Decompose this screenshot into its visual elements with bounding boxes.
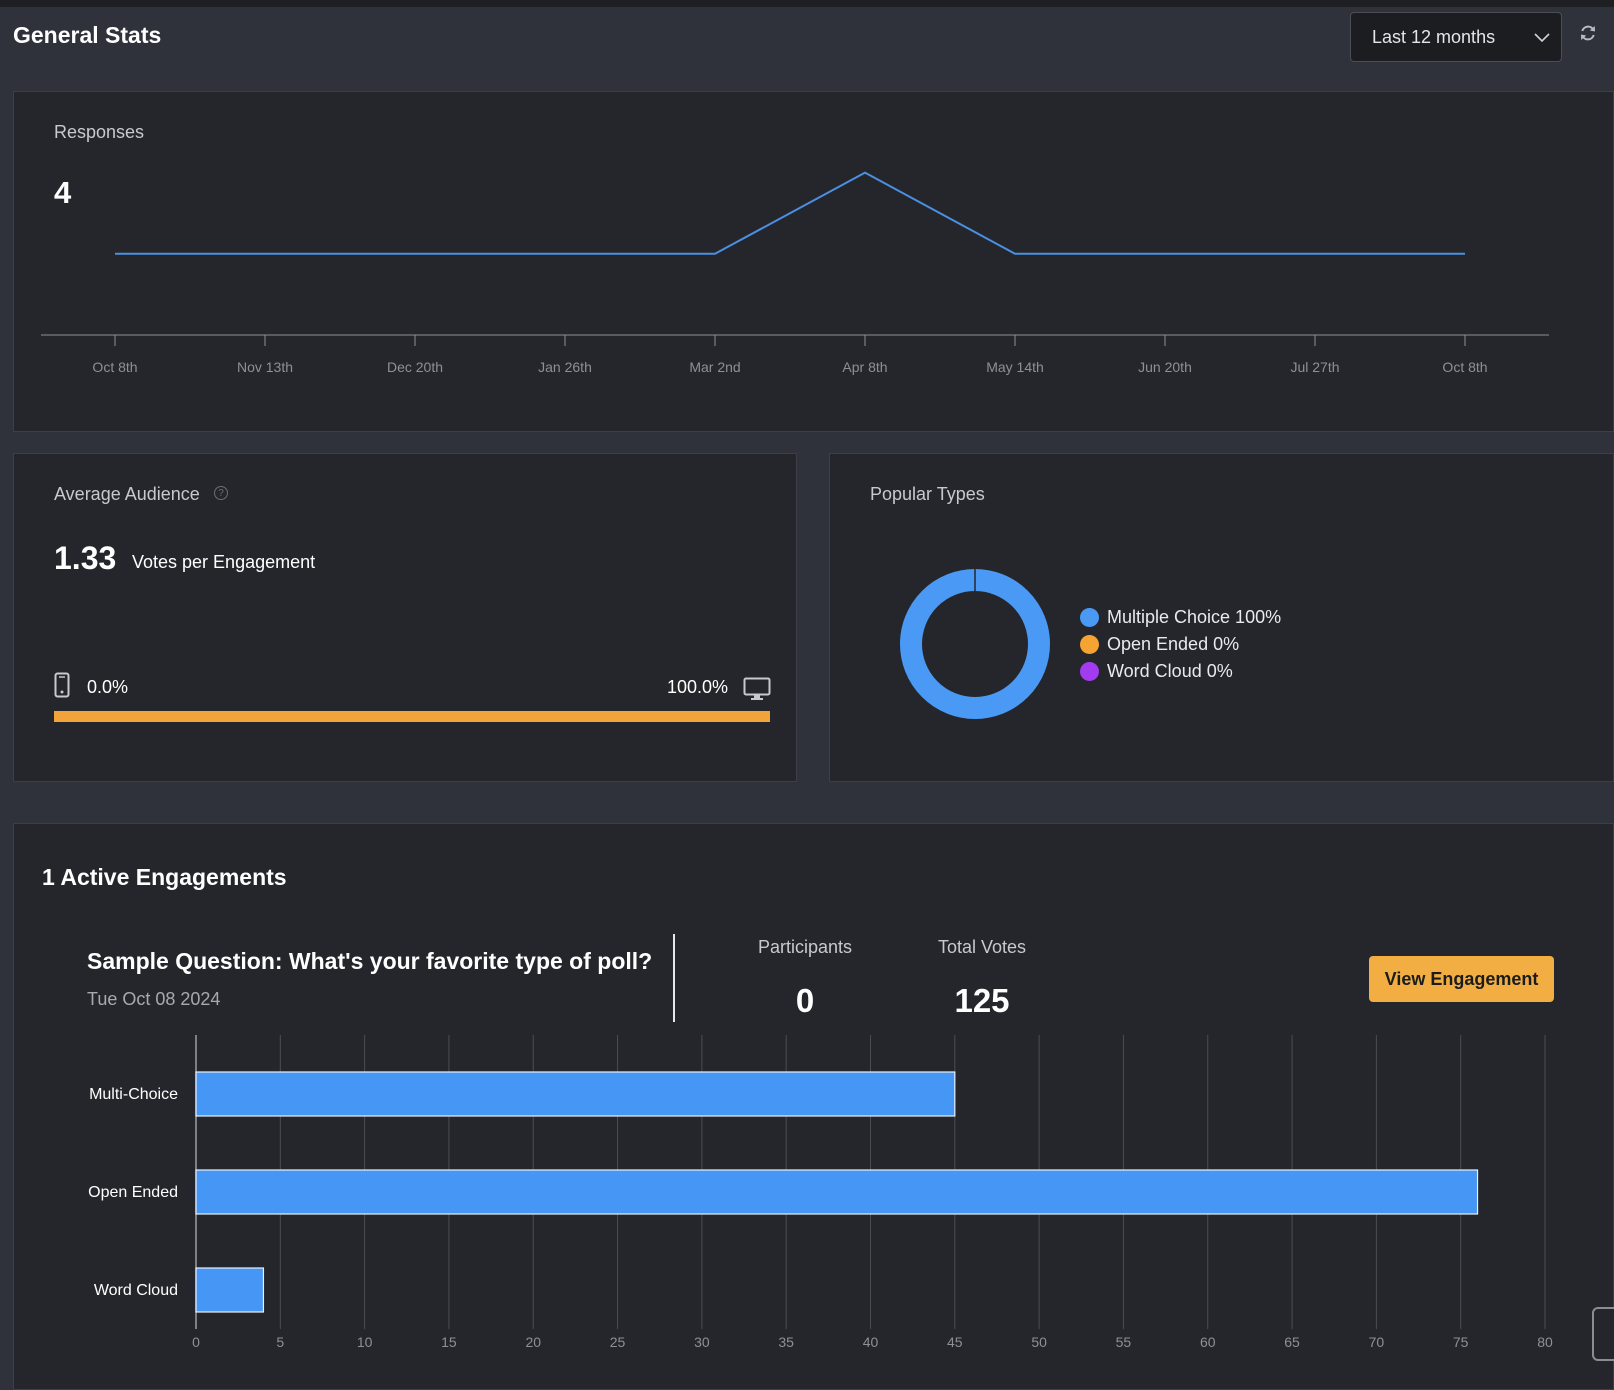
legend-label: Multiple Choice 100% — [1107, 607, 1282, 627]
legend-item: Open Ended 0% — [1080, 631, 1281, 658]
page-title: General Stats — [13, 22, 162, 48]
x-tick-label: 10 — [357, 1334, 373, 1350]
x-tick-label: Mar 2nd — [689, 359, 741, 375]
popular-types-card: Popular Types Multiple Choice 100% Open E… — [829, 453, 1614, 782]
popular-types-donut-chart — [900, 569, 1050, 719]
x-tick-label: May 14th — [986, 359, 1044, 375]
x-tick-label: 65 — [1284, 1334, 1300, 1350]
x-tick-label: 15 — [441, 1334, 457, 1350]
bar — [195, 1169, 1479, 1215]
votes-bar-chart: 0 5 10 15 20 25 30 35 40 45 50 55 60 65 70 75 80 Multi-Ch… — [88, 1035, 1553, 1350]
responses-series-line — [115, 171, 1465, 255]
donut-slice — [900, 569, 1050, 719]
date-range-value: Last 12 months — [1372, 26, 1496, 47]
x-tick-label: 45 — [947, 1334, 963, 1350]
y-category-label: Word Cloud — [94, 1282, 178, 1299]
x-tick-label: Jul 27th — [1290, 359, 1340, 375]
x-tick-label: Nov 13th — [236, 359, 294, 375]
top-strip — [0, 0, 1614, 7]
legend-dot — [1080, 662, 1099, 681]
x-tick-label: Oct 8th — [1442, 359, 1488, 375]
popular-types-legend: Multiple Choice 100% Open Ended 0% Word Cl… — [1080, 604, 1281, 685]
participants-label: Participants — [757, 937, 853, 957]
x-tick-label: 75 — [1453, 1334, 1469, 1350]
legend-dot — [1080, 635, 1099, 654]
question-date: Tue Oct 08 2024 — [87, 989, 221, 1009]
x-tick-label: 40 — [863, 1334, 879, 1350]
bar — [195, 1267, 265, 1313]
popular-types-label: Popular Types — [870, 484, 985, 504]
average-audience-label: Average Audience — [54, 484, 200, 504]
active-engagements-card: 1 Active Engagements Sample Question: Wh… — [13, 823, 1614, 1390]
date-range-select[interactable]: Last 12 months — [1350, 12, 1562, 62]
y-category-label: Multi-Choice — [89, 1086, 178, 1103]
total-votes-label: Total Votes — [937, 937, 1027, 957]
side-panel-tab[interactable] — [1592, 1307, 1614, 1361]
bar — [195, 1071, 956, 1117]
legend-dot — [1080, 608, 1099, 627]
responses-line-chart — [41, 171, 1549, 346]
x-tick-label: 60 — [1200, 1334, 1216, 1350]
x-tick-label: 55 — [1116, 1334, 1132, 1350]
x-tick-label: 20 — [525, 1334, 541, 1350]
legend-label: Word Cloud 0% — [1107, 661, 1233, 681]
legend-label: Open Ended 0% — [1107, 634, 1240, 654]
y-category-label: Open Ended — [88, 1184, 178, 1201]
x-tick-label: 0 — [192, 1334, 200, 1350]
chevron-down-icon — [1534, 33, 1550, 43]
x-tick-label: Jan 26th — [538, 359, 592, 375]
x-tick-label: Oct 8th — [92, 359, 138, 375]
responses-card: Responses 4 Oct 8th Nov 13th Dec 20th Jan 2… — [13, 91, 1614, 432]
x-tick-label: Jun 20th — [1138, 359, 1192, 375]
participants-value: 0 — [795, 982, 815, 1019]
x-tick-label: 5 — [276, 1334, 284, 1350]
active-engagements-title: 1 Active Engagements — [42, 864, 287, 890]
mobile-percentage: 0.0% — [87, 677, 129, 697]
device-split-fill — [54, 711, 770, 722]
mobile-icon — [54, 672, 70, 698]
legend-item: Word Cloud 0% — [1080, 658, 1281, 685]
device-split-bar — [54, 711, 770, 722]
x-tick-label: Apr 8th — [842, 359, 888, 375]
average-audience-unit: Votes per Engagement — [132, 552, 316, 572]
x-tick-label: 30 — [694, 1334, 710, 1350]
responses-value: 4 — [54, 175, 72, 210]
desktop-icon — [743, 677, 771, 700]
x-tick-label: 50 — [1031, 1334, 1047, 1350]
refresh-icon[interactable] — [1578, 23, 1598, 43]
x-tick-label: 35 — [778, 1334, 794, 1350]
average-audience-value: 1.33 — [54, 540, 117, 576]
responses-label: Responses — [54, 122, 145, 142]
x-tick-label: 25 — [610, 1334, 626, 1350]
question-title: Sample Question: What's your favorite ty… — [87, 948, 653, 974]
view-engagement-button[interactable]: View Engagement — [1369, 956, 1554, 1002]
legend-item: Multiple Choice 100% — [1080, 604, 1281, 631]
total-votes-value: 125 — [954, 982, 1010, 1019]
x-tick-label: Dec 20th — [386, 359, 444, 375]
divider — [673, 934, 675, 1022]
x-tick-label: 70 — [1369, 1334, 1385, 1350]
x-tick-label: 80 — [1537, 1334, 1553, 1350]
desktop-percentage: 100.0% — [666, 677, 728, 697]
average-audience-card: Average Audience ? 1.33 Votes per Engage… — [13, 453, 797, 782]
help-icon[interactable]: ? — [214, 486, 228, 500]
